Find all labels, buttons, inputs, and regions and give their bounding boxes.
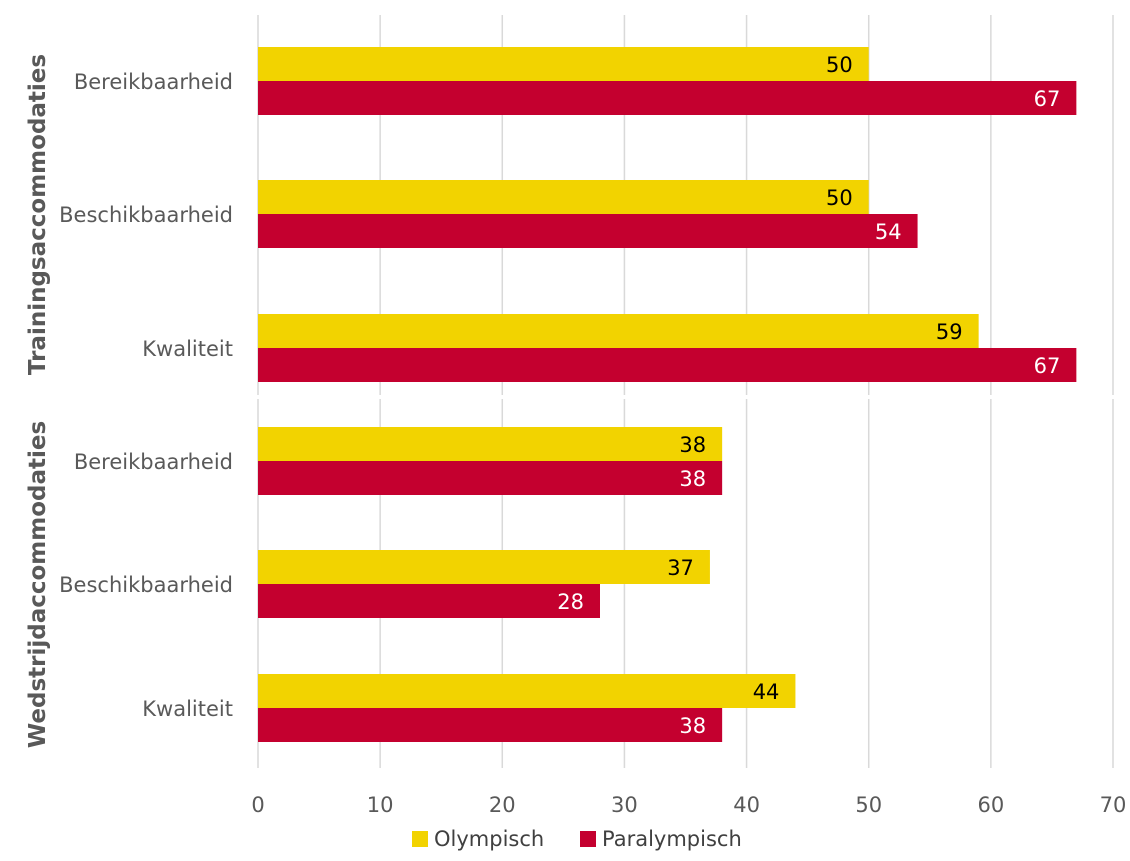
tick-label-70: 70 xyxy=(1100,793,1127,817)
bar-paralympisch-5 xyxy=(258,708,723,742)
bar-paralympisch-4 xyxy=(258,584,600,618)
group-label-0: Trainingsaccommodaties xyxy=(25,54,51,375)
bar-olympisch-4 xyxy=(258,550,710,584)
data-label-olympisch-1: 50 xyxy=(826,186,853,210)
group-label-1: Wedstrijdaccommodaties xyxy=(25,421,51,748)
category-label-2: Kwaliteit xyxy=(142,337,233,361)
data-label-olympisch-4: 37 xyxy=(667,556,694,580)
data-label-olympisch-0: 50 xyxy=(826,53,853,77)
data-label-paralympisch-2: 67 xyxy=(1034,354,1061,378)
bars xyxy=(258,47,1077,742)
x-axis-ticks: 0 10 20 30 40 50 60 70 xyxy=(251,793,1126,817)
bar-paralympisch-2 xyxy=(258,348,1077,382)
category-label-3: Bereikbaarheid xyxy=(74,450,233,474)
legend-swatch-paralympisch xyxy=(580,831,596,847)
bar-olympisch-1 xyxy=(258,180,869,214)
bar-paralympisch-0 xyxy=(258,81,1077,115)
data-label-paralympisch-5: 38 xyxy=(679,714,706,738)
bar-paralympisch-1 xyxy=(258,214,918,248)
category-label-1: Beschikbaarheid xyxy=(59,203,233,227)
legend: Olympisch Paralympisch xyxy=(412,827,742,851)
tick-label-0: 0 xyxy=(251,793,264,817)
tick-label-20: 20 xyxy=(489,793,516,817)
bar-olympisch-2 xyxy=(258,314,979,348)
data-label-paralympisch-1: 54 xyxy=(875,220,902,244)
gridlines xyxy=(256,15,1123,768)
category-labels: Bereikbaarheid Beschikbaarheid Kwaliteit Be… xyxy=(59,70,233,721)
data-label-olympisch-2: 59 xyxy=(936,320,963,344)
data-labels: 50 50 59 38 37 44 67 54 67 38 28 38 xyxy=(557,53,1060,738)
legend-label-paralympisch: Paralympisch xyxy=(602,827,742,851)
data-label-olympisch-5: 44 xyxy=(753,680,780,704)
tick-label-30: 30 xyxy=(611,793,638,817)
data-label-paralympisch-0: 67 xyxy=(1034,87,1061,111)
bar-paralympisch-3 xyxy=(258,461,723,495)
category-label-0: Bereikbaarheid xyxy=(74,70,233,94)
data-label-olympisch-3: 38 xyxy=(679,433,706,457)
tick-label-60: 60 xyxy=(977,793,1004,817)
tick-label-50: 50 xyxy=(855,793,882,817)
legend-swatch-olympisch xyxy=(412,831,428,847)
bar-olympisch-0 xyxy=(258,47,869,81)
group-labels: Trainingsaccommodaties Wedstrijdaccommoda… xyxy=(25,54,51,748)
bar-olympisch-5 xyxy=(258,674,796,708)
bar-olympisch-3 xyxy=(258,427,723,461)
data-label-paralympisch-4: 28 xyxy=(557,590,584,614)
data-label-paralympisch-3: 38 xyxy=(679,467,706,491)
category-label-5: Kwaliteit xyxy=(142,697,233,721)
category-label-4: Beschikbaarheid xyxy=(59,573,233,597)
legend-label-olympisch: Olympisch xyxy=(434,827,544,851)
tick-label-40: 40 xyxy=(733,793,760,817)
tick-label-10: 10 xyxy=(367,793,394,817)
